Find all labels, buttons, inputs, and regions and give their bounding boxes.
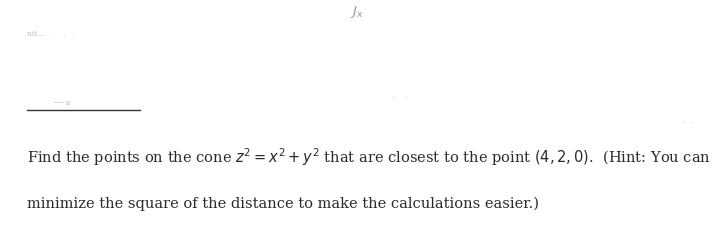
Text: .  .: . . xyxy=(683,116,695,125)
Text: nit...   .    .   .: nit... . . . xyxy=(27,30,76,38)
Text: .   .: . . xyxy=(392,91,408,100)
Text: Find the points on the cone $z^2 = x^2 + y^2$ that are closest to the point $(4,: Find the points on the cone $z^2 = x^2 +… xyxy=(27,146,711,168)
Text: minimize the square of the distance to make the calculations easier.): minimize the square of the distance to m… xyxy=(27,197,539,211)
Text: $J_x$: $J_x$ xyxy=(350,4,363,20)
Text: ---- u: ---- u xyxy=(54,99,71,107)
